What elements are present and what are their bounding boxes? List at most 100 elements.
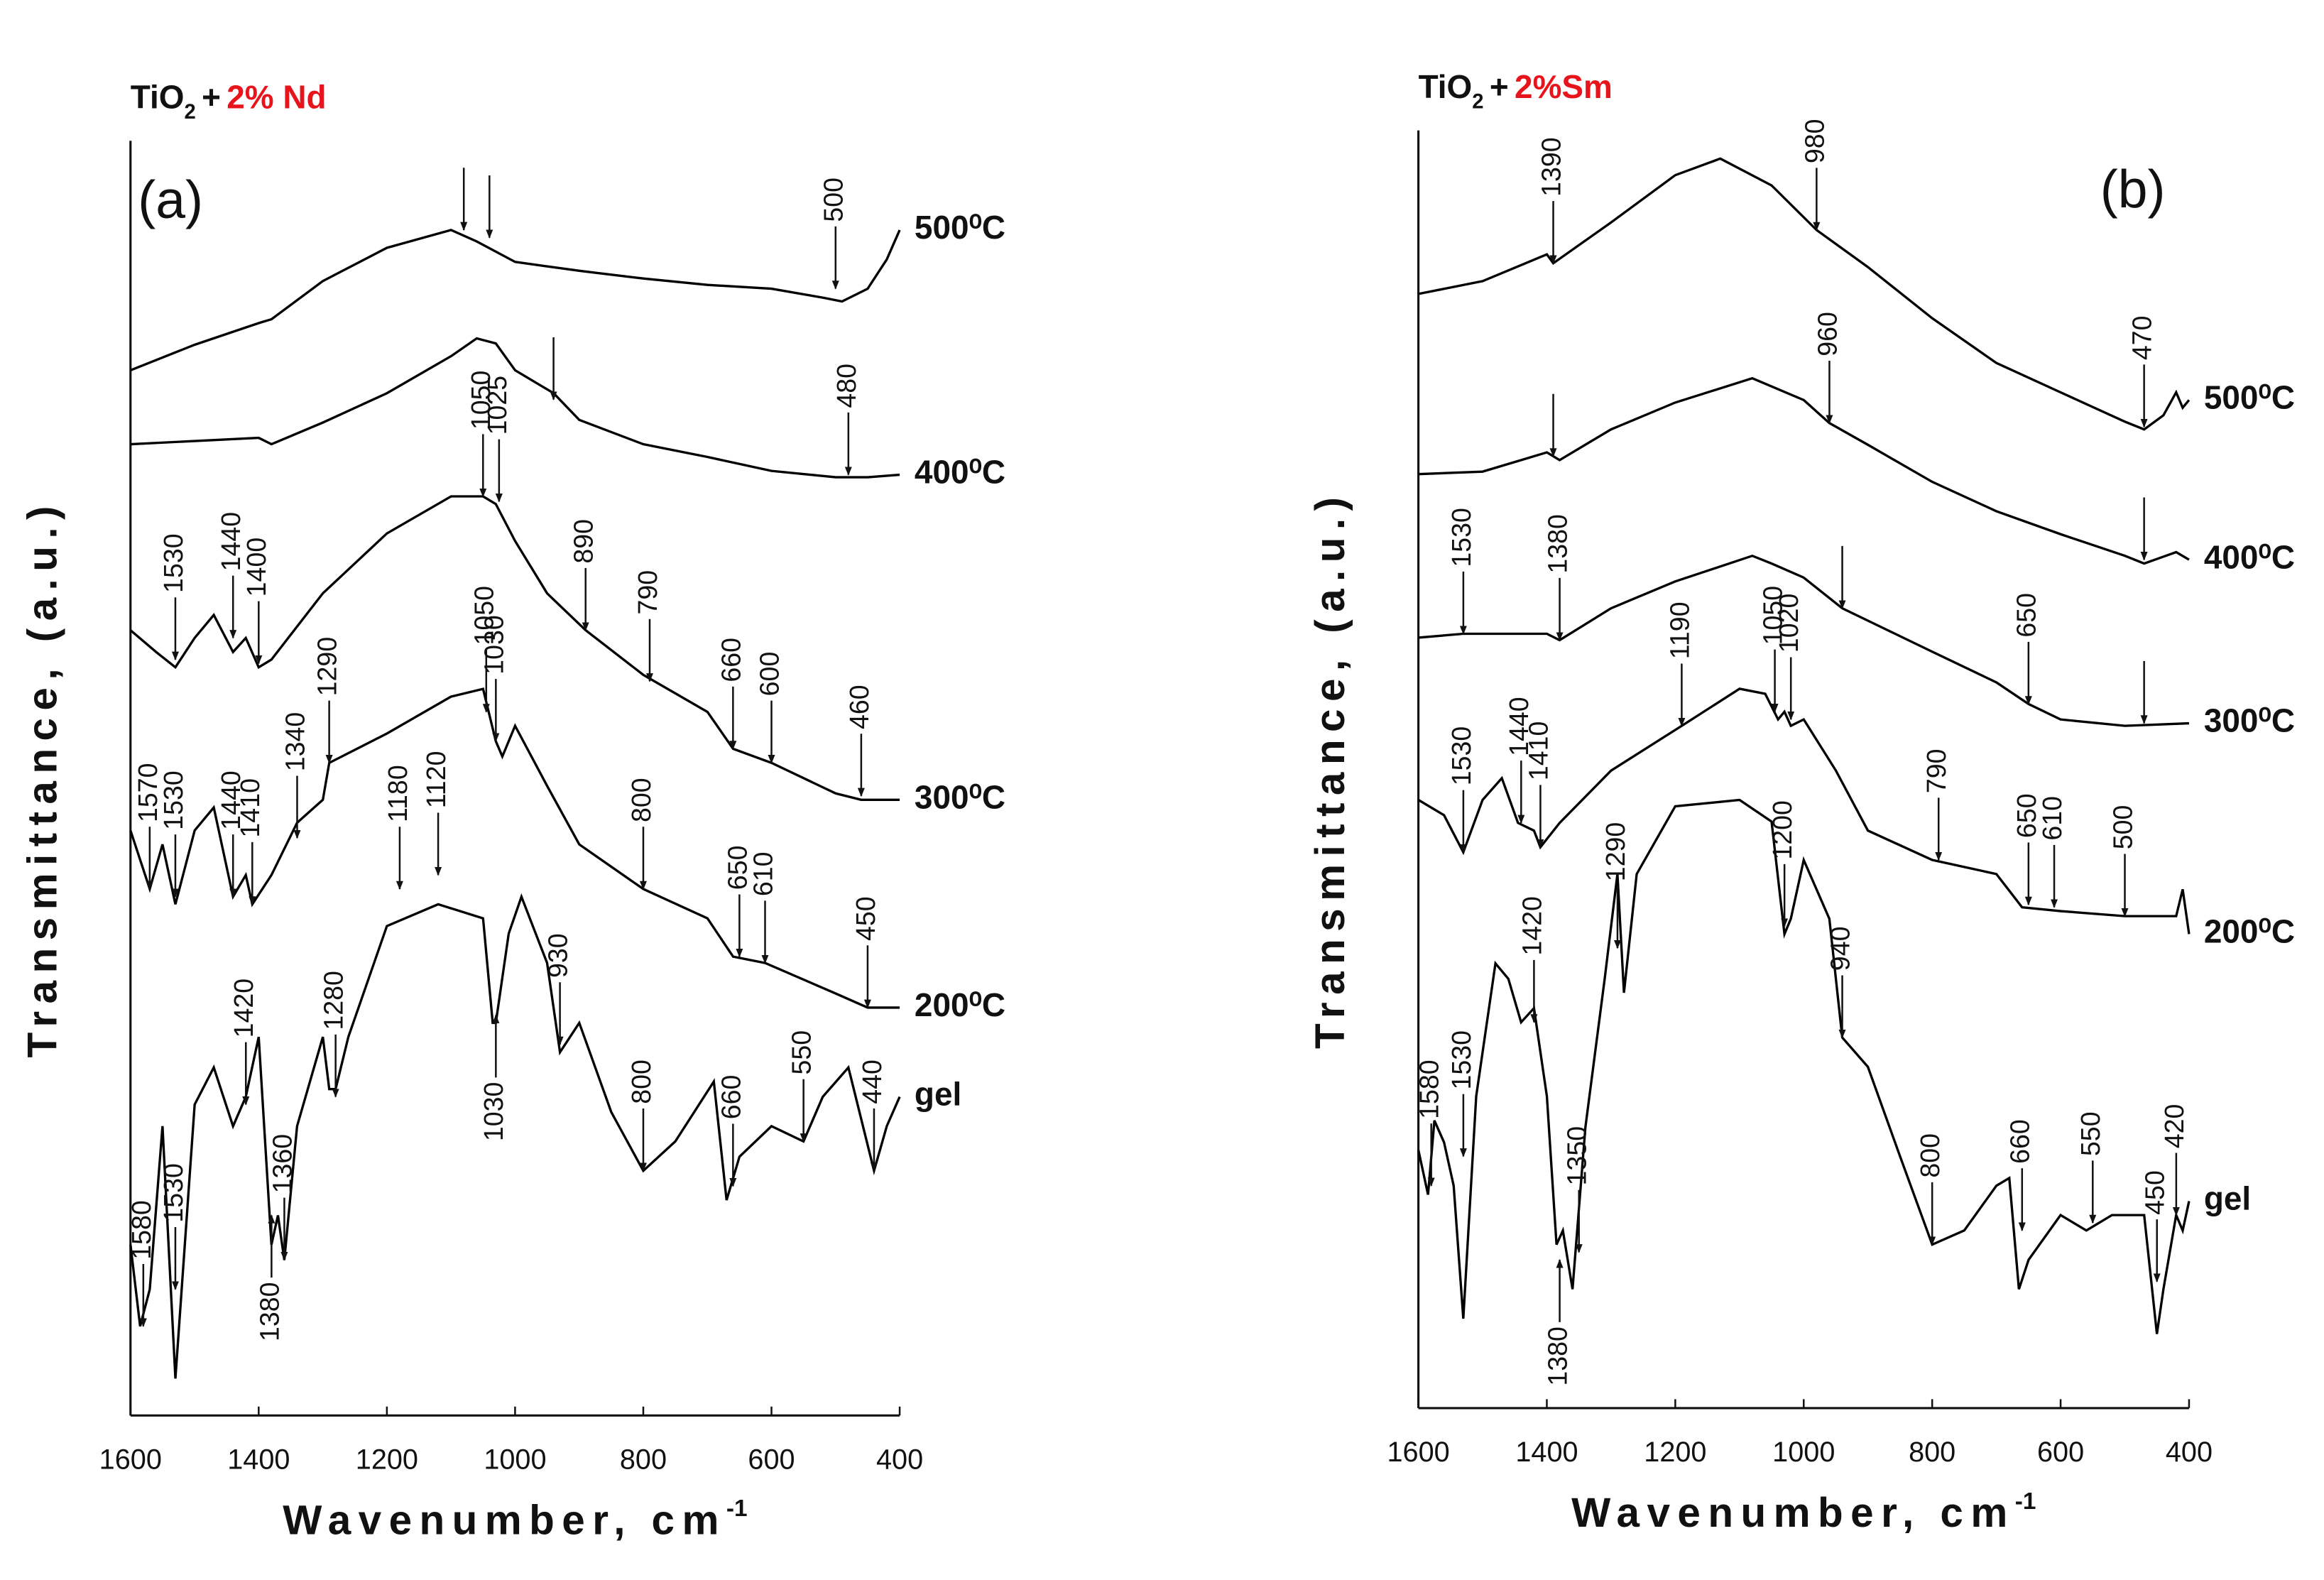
peak-label: 600 (754, 652, 784, 697)
spectrum-line (1417, 687, 2191, 935)
peak-label: 1030 (479, 1082, 508, 1142)
spectrum-line (1418, 157, 2191, 431)
x-axis-title-sup: -1 (2015, 1488, 2036, 1515)
y-axis-title: Transmittance, (a.u.) (19, 498, 65, 1057)
peak-label: 1190 (1664, 601, 1694, 659)
x-tick-label: 1200 (356, 1444, 418, 1475)
panel: 1600 1400 1200 1000 800 600 400 Wavenumber, cm-… (19, 78, 1005, 1543)
peak-label: 930 (543, 933, 573, 978)
title-plus: + (202, 78, 221, 115)
peak-label: 610 (2037, 796, 2067, 841)
peak-label: 1410 (1523, 721, 1553, 781)
peak-label: 1050 (466, 371, 496, 430)
peak-label: 650 (722, 846, 752, 890)
peak-label: 1050 (1757, 586, 1787, 645)
x-tick-label: 1600 (99, 1444, 162, 1475)
panel: 1600 1400 1200 1000 800 600 400 Wavenumber, cm-… (1307, 68, 2295, 1536)
x-tick-label: 400 (2166, 1437, 2213, 1468)
peak-label: 1200 (1767, 800, 1797, 860)
peak-label: 790 (633, 570, 662, 615)
peak-label: 1030 (479, 615, 508, 675)
x-axis-title: Wavenumber, cm-1 (283, 1495, 747, 1543)
x-tick-label: 800 (1909, 1437, 1955, 1468)
peak-label: 1360 (267, 1134, 297, 1194)
series-label: 400⁰C (915, 454, 1005, 491)
peak-label: 1530 (1446, 508, 1476, 567)
peak-label: 1530 (158, 770, 188, 830)
x-tick-label: 800 (620, 1444, 667, 1475)
peak-label: 1120 (421, 751, 451, 809)
x-tick-label: 1000 (484, 1444, 546, 1475)
spectrum-line (1418, 554, 2190, 727)
title-sub: 2 (1472, 90, 1483, 113)
peak-label: 1290 (312, 637, 342, 697)
peak-label: 480 (831, 364, 861, 408)
peak-label: 1290 (1600, 822, 1630, 882)
x-tick-label: 1400 (1515, 1437, 1578, 1468)
title-base: TiO (1419, 68, 1473, 105)
peak-label: 450 (2140, 1170, 2170, 1215)
peak-label: 1420 (1517, 896, 1546, 956)
peak-label: 1580 (126, 1200, 156, 1260)
series-label: 200⁰C (2204, 913, 2295, 950)
peak-label: 650 (2012, 793, 2041, 838)
peak-label: 500 (819, 178, 849, 222)
spectrum-line (1417, 798, 2191, 1334)
peak-label: 450 (851, 896, 880, 941)
x-tick-label: 400 (876, 1444, 923, 1475)
spectrum-line (129, 687, 900, 1009)
peak-label: 1530 (158, 1163, 188, 1223)
peak-label: 1380 (1542, 514, 1572, 574)
peak-label: 420 (2159, 1104, 2189, 1149)
title-sub: 2 (184, 101, 195, 124)
panel-title: TiO2 +2%Sm (1419, 68, 1613, 114)
title-dopant: 2% Nd (227, 78, 326, 115)
x-tick-label: 600 (2037, 1437, 2084, 1468)
spectrum-line (129, 495, 900, 801)
series-label: 500⁰C (2204, 378, 2295, 415)
peak-label: 1420 (229, 979, 258, 1038)
series-label: 500⁰C (915, 209, 1005, 246)
peak-label: 800 (626, 1059, 656, 1104)
spectrum-line (130, 337, 900, 479)
panel-letter: (a) (138, 170, 203, 229)
panel-letter: (b) (2100, 159, 2166, 219)
peak-label: 1530 (1446, 726, 1476, 786)
series-label: 400⁰C (2204, 538, 2295, 575)
peak-label: 660 (2005, 1119, 2035, 1164)
series-label: 300⁰C (915, 778, 1005, 815)
peak-label: 800 (1915, 1133, 1945, 1178)
peak-label: 1280 (319, 971, 349, 1030)
peak-label: 650 (2012, 593, 2041, 638)
peak-label: 1340 (280, 712, 310, 772)
x-axis-title-text: Wavenumber, cm (283, 1497, 726, 1543)
peak-label: 1440 (216, 512, 246, 572)
peak-label: 1410 (235, 778, 265, 838)
peak-label: 500 (2107, 805, 2137, 850)
peak-label: 1440 (1504, 697, 1534, 756)
peak-label: 1530 (1446, 1030, 1476, 1090)
peak-label: 980 (1799, 119, 1829, 163)
peak-label: 440 (857, 1059, 887, 1104)
peak-label: 1025 (482, 376, 512, 435)
x-tick-label: 1400 (227, 1444, 290, 1475)
peak-label: 470 (2127, 315, 2157, 360)
peak-label: 550 (787, 1030, 817, 1075)
x-tick-label: 1600 (1387, 1437, 1449, 1468)
series-label: 300⁰C (2204, 702, 2295, 739)
spectrum-line (129, 893, 901, 1379)
peak-label: 1570 (133, 763, 163, 822)
peak-label: 1440 (216, 770, 246, 830)
peak-label: 460 (844, 685, 874, 729)
peak-label: 1350 (1562, 1126, 1592, 1186)
peak-label: 1390 (1536, 137, 1566, 197)
peak-label: 660 (716, 1075, 746, 1120)
x-axis-title-text: Wavenumber, cm (1571, 1490, 2015, 1536)
series-label: gel (2204, 1180, 2251, 1217)
peak-label: 790 (1921, 748, 1951, 793)
x-tick-label: 600 (748, 1444, 795, 1475)
y-axis-title: Transmittance, (a.u.) (1307, 490, 1353, 1049)
series-label: gel (915, 1076, 961, 1113)
spectrum-line (1418, 376, 2190, 565)
